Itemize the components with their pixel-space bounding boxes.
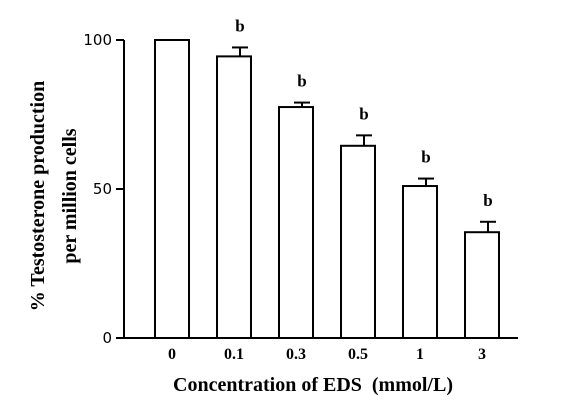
bar [154, 39, 190, 339]
bars-layer [154, 39, 500, 340]
significance-label: b [297, 72, 306, 91]
y-ticks: 0 50 100 [83, 31, 124, 347]
y-tick-label: 50 [93, 180, 112, 198]
bar [464, 231, 500, 340]
x-tick-label: 1 [416, 346, 424, 363]
significance-label: b [359, 104, 368, 123]
significance-labels: b b b b b [235, 16, 492, 209]
y-axis-title-line-1: % Testosterone production [27, 81, 49, 311]
bar [402, 185, 438, 339]
bar [278, 106, 314, 339]
x-ticks: 0 0.1 0.3 0.5 1 3 [168, 346, 486, 363]
x-axis-title: Concentration of EDS (mmol/L) [173, 374, 453, 396]
y-tick-label: 100 [83, 31, 112, 49]
error-bars-layer [232, 46, 496, 233]
x-tick-label: 0.1 [224, 346, 244, 363]
x-tick-label: 0 [168, 346, 176, 363]
significance-label: b [421, 148, 430, 167]
x-tick-label: 3 [478, 346, 486, 363]
bar [340, 144, 376, 339]
significance-label: b [235, 16, 244, 35]
y-tick-label: 0 [102, 329, 112, 347]
bar [216, 55, 252, 339]
x-tick-label: 0.5 [348, 346, 368, 363]
y-axis-title: % Testosterone production per million ce… [27, 81, 81, 311]
x-tick-label: 0.3 [286, 346, 306, 363]
significance-label: b [483, 191, 492, 210]
y-axis-title-line-2: per million cells [59, 128, 81, 263]
